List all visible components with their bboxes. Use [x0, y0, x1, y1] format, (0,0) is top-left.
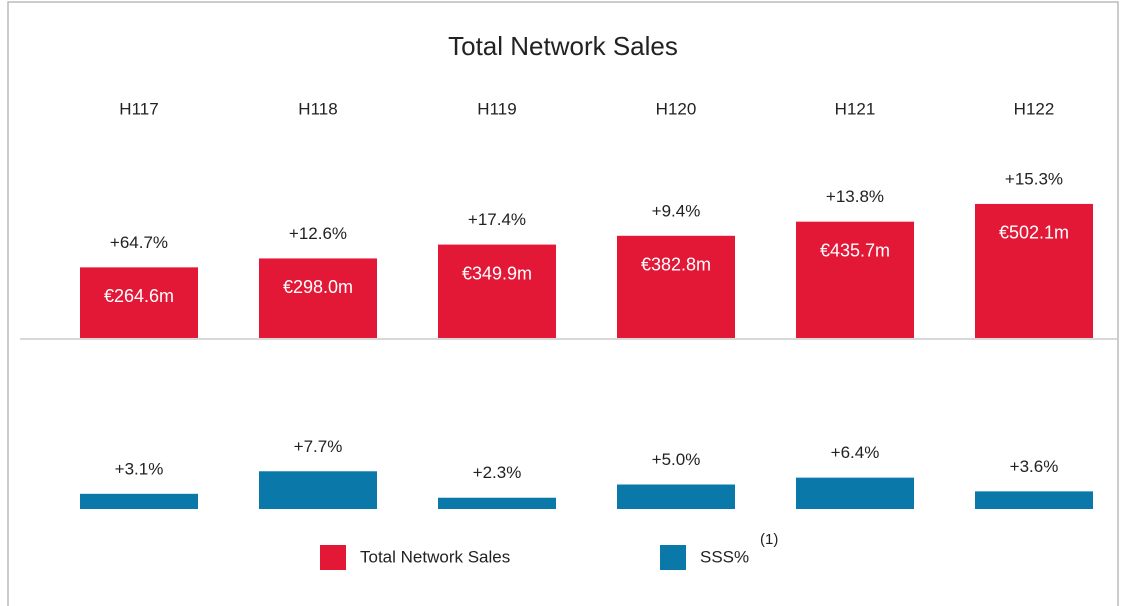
bar	[259, 258, 377, 338]
value-label: +2.3%	[473, 463, 522, 482]
bar	[975, 491, 1093, 509]
value-label: €264.6m	[104, 286, 174, 306]
category-label: H119	[477, 99, 516, 118]
category-label: H118	[298, 99, 337, 118]
legend-note: (1)	[760, 531, 778, 548]
growth-label: +9.4%	[652, 201, 701, 220]
value-label: +3.6%	[1010, 457, 1059, 476]
growth-label: +64.7%	[110, 233, 168, 252]
growth-label: +12.6%	[289, 224, 347, 243]
bar	[975, 203, 1093, 338]
bar	[617, 235, 735, 338]
value-label: €502.1m	[999, 223, 1069, 243]
bar	[80, 493, 198, 509]
value-label: €382.8m	[641, 255, 711, 275]
growth-label: +15.3%	[1005, 169, 1063, 188]
growth-label: +17.4%	[468, 210, 526, 229]
frame	[7, 1, 1119, 606]
value-label: +6.4%	[831, 443, 880, 462]
value-label: +5.0%	[652, 450, 701, 469]
bar	[796, 477, 914, 509]
category-label: H117	[119, 99, 158, 118]
legend-label: SSS%	[700, 547, 749, 566]
value-label: €435.7m	[820, 240, 890, 260]
value-label: €298.0m	[283, 277, 353, 297]
category-label: H122	[1014, 99, 1055, 118]
bar	[438, 497, 556, 509]
value-label: +7.7%	[294, 437, 343, 456]
bar	[259, 471, 377, 509]
value-label: +3.1%	[115, 459, 164, 478]
category-label: H121	[835, 99, 876, 118]
legend-swatch	[320, 545, 346, 570]
legend-swatch	[660, 545, 686, 570]
bar	[438, 244, 556, 338]
chart-title: Total Network Sales	[448, 31, 678, 61]
category-label: H120	[656, 99, 697, 118]
bar	[80, 267, 198, 338]
bar	[796, 221, 914, 338]
bar	[617, 484, 735, 509]
legend-label: Total Network Sales	[360, 547, 510, 566]
growth-label: +13.8%	[826, 187, 884, 206]
value-label: €349.9m	[462, 263, 532, 283]
